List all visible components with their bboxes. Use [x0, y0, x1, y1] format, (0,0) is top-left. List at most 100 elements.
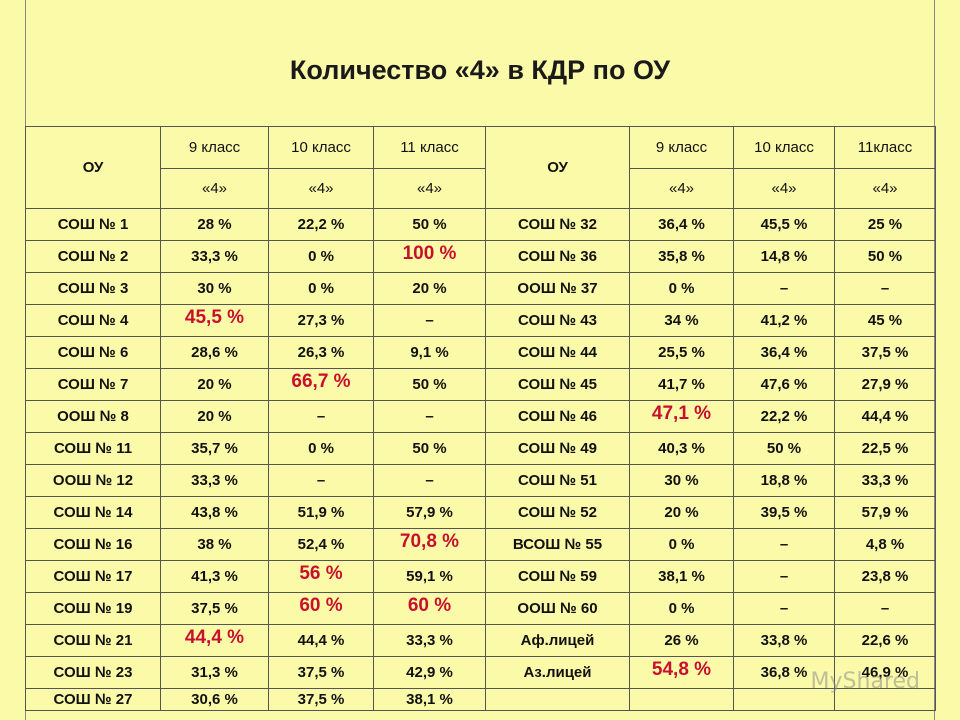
header-row-marks: «4» «4» «4» «4» «4» «4» — [26, 168, 936, 209]
percent-cell — [834, 688, 936, 711]
table-row: СОШ № 14 43,8 % 51,9 % 57,9 % СОШ № 52 20 % 39… — [25, 496, 936, 529]
percent-cell: 0 % — [268, 432, 374, 465]
percent-cell: – — [733, 592, 835, 625]
school-name: СОШ № 4 — [25, 304, 161, 337]
table-row: ООШ № 8 20 % – – СОШ № 46 47,1 % 22,2 % 44,4 % — [25, 400, 936, 433]
grade-header: 10 класс — [733, 126, 835, 169]
percent-cell: 50 % — [373, 432, 486, 465]
mark-header: «4» — [373, 168, 486, 209]
percent-cell: 43,8 % — [160, 496, 269, 529]
school-name: ООШ № 60 — [485, 592, 630, 625]
school-name: СОШ № 11 — [25, 432, 161, 465]
highlighted-percent-cell: 47,1 % — [629, 400, 734, 433]
percent-cell: 41,2 % — [733, 304, 835, 337]
percent-cell: 27,3 % — [268, 304, 374, 337]
table-row: СОШ № 1 28 % 22,2 % 50 % СОШ № 32 36,4 % 45,5 … — [25, 208, 936, 241]
percent-cell: 0 % — [629, 528, 734, 561]
school-name: СОШ № 44 — [485, 336, 630, 369]
percent-cell: 33,3 % — [834, 464, 936, 497]
percent-cell: 41,7 % — [629, 368, 734, 401]
percent-cell: 50 % — [733, 432, 835, 465]
school-name: СОШ № 16 — [25, 528, 161, 561]
percent-cell: 36,8 % — [733, 656, 835, 689]
percent-cell: 22,5 % — [834, 432, 936, 465]
percent-cell: 34 % — [629, 304, 734, 337]
grade-header: 9 класс — [629, 126, 734, 169]
page-title: Количество «4» в КДР по ОУ — [289, 55, 671, 85]
table-row: ООШ № 12 33,3 % – – СОШ № 51 30 % 18,8 % 33,3 % — [25, 464, 936, 497]
highlighted-percent-cell: 44,4 % — [160, 624, 269, 657]
school-name: СОШ № 17 — [25, 560, 161, 593]
percent-cell: 9,1 % — [373, 336, 486, 369]
percent-cell: 20 % — [160, 400, 269, 433]
percent-cell: 44,4 % — [268, 624, 374, 657]
percent-cell: 22,2 % — [733, 400, 835, 433]
percent-cell: 45 % — [834, 304, 936, 337]
school-name: СОШ № 51 — [485, 464, 630, 497]
header-row-grades: ОУ 9 класс 10 класс 11 класс ОУ 9 класс … — [25, 126, 936, 209]
percent-cell: 38,1 % — [373, 688, 486, 711]
percent-cell: 25,5 % — [629, 336, 734, 369]
percent-cell: – — [373, 464, 486, 497]
school-name: СОШ № 59 — [485, 560, 630, 593]
percent-cell: 50 % — [834, 240, 936, 273]
results-table: ОУ 9 класс 10 класс 11 класс ОУ 9 класс … — [25, 126, 936, 711]
percent-cell: 41,3 % — [160, 560, 269, 593]
percent-cell: 45,5 % — [733, 208, 835, 241]
mark-header: «4» — [268, 168, 374, 209]
school-name: СОШ № 45 — [485, 368, 630, 401]
school-name: СОШ № 32 — [485, 208, 630, 241]
percent-cell: 22,2 % — [268, 208, 374, 241]
school-name: ООШ № 37 — [485, 272, 630, 305]
table-row: СОШ № 21 44,4 % 44,4 % 33,3 % Аф.лицей 26 % 33… — [25, 624, 936, 657]
percent-cell: 20 % — [373, 272, 486, 305]
percent-cell: 0 % — [268, 272, 374, 305]
school-name: СОШ № 27 — [25, 688, 161, 711]
highlighted-percent-cell: 54,8 % — [629, 656, 734, 689]
school-name: СОШ № 1 — [25, 208, 161, 241]
school-name: СОШ № 49 — [485, 432, 630, 465]
percent-cell: 37,5 % — [834, 336, 936, 369]
percent-cell: 57,9 % — [834, 496, 936, 529]
table-row: СОШ № 6 28,6 % 26,3 % 9,1 % СОШ № 44 25,5 % 36… — [25, 336, 936, 369]
percent-cell: 14,8 % — [733, 240, 835, 273]
percent-cell: – — [373, 304, 486, 337]
school-name — [485, 688, 630, 711]
table-row: СОШ № 27 30,6 % 37,5 % 38,1 % — [25, 688, 936, 711]
percent-cell: 38 % — [160, 528, 269, 561]
percent-cell: 33,3 % — [373, 624, 486, 657]
grade-header: 10 класс — [268, 126, 374, 169]
percent-cell: – — [834, 272, 936, 305]
percent-cell: 37,5 % — [268, 656, 374, 689]
percent-cell: 26,3 % — [268, 336, 374, 369]
percent-cell: 33,3 % — [160, 240, 269, 273]
table-row: СОШ № 2 33,3 % 0 % 100 % СОШ № 36 35,8 % 14,8 … — [25, 240, 936, 273]
percent-cell: 20 % — [160, 368, 269, 401]
highlighted-percent-cell: 70,8 % — [373, 528, 486, 561]
percent-cell: 0 % — [629, 272, 734, 305]
ou-header-right: ОУ — [485, 126, 630, 209]
mark-header: «4» — [733, 168, 835, 209]
table-row: СОШ № 17 41,3 % 56 % 59,1 % СОШ № 59 38,1 % –2… — [25, 560, 936, 593]
percent-cell: 30 % — [160, 272, 269, 305]
school-name: Аф.лицей — [485, 624, 630, 657]
percent-cell: 23,8 % — [834, 560, 936, 593]
school-name: СОШ № 7 — [25, 368, 161, 401]
highlighted-percent-cell: 45,5 % — [160, 304, 269, 337]
table-body: ОУ 9 класс 10 класс 11 класс ОУ 9 класс … — [25, 126, 936, 711]
school-name: Аз.лицей — [485, 656, 630, 689]
percent-cell: 30 % — [629, 464, 734, 497]
grade-header: 11 класс — [373, 126, 486, 169]
school-name: СОШ № 19 — [25, 592, 161, 625]
percent-cell: 28,6 % — [160, 336, 269, 369]
percent-cell: 20 % — [629, 496, 734, 529]
percent-cell: 31,3 % — [160, 656, 269, 689]
table-row: СОШ № 19 37,5 % 60 % 60 % ООШ № 60 0 % – – — [25, 592, 936, 625]
percent-cell: 57,9 % — [373, 496, 486, 529]
percent-cell: 35,7 % — [160, 432, 269, 465]
school-name: СОШ № 14 — [25, 496, 161, 529]
percent-cell: 37,5 % — [160, 592, 269, 625]
percent-cell: 27,9 % — [834, 368, 936, 401]
percent-cell: 18,8 % — [733, 464, 835, 497]
school-name: СОШ № 43 — [485, 304, 630, 337]
